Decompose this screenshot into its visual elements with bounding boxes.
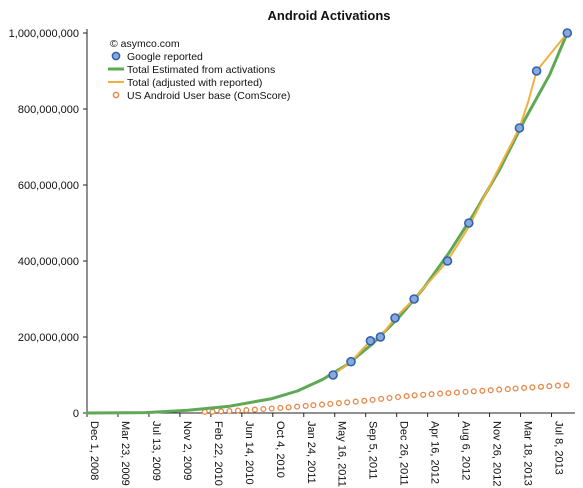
comscore-marker bbox=[251, 406, 258, 413]
comscore-marker bbox=[546, 383, 553, 390]
comscore-marker bbox=[234, 407, 242, 414]
legend-label: Google reported bbox=[127, 51, 203, 63]
y-tick-label: 400,000,000 bbox=[18, 256, 79, 268]
comscore-marker bbox=[437, 390, 444, 397]
comscore-marker bbox=[318, 401, 326, 408]
comscore-marker bbox=[369, 396, 376, 403]
comscore-marker bbox=[218, 408, 225, 415]
comscore-marker bbox=[394, 393, 402, 401]
google-reported-marker bbox=[531, 66, 542, 76]
legend-label: Total (adjusted with reported) bbox=[127, 77, 262, 89]
comscore-marker bbox=[496, 386, 503, 393]
comscore-marker bbox=[537, 383, 545, 390]
comscore-marker bbox=[487, 387, 494, 394]
comscore-marker bbox=[302, 402, 309, 409]
comscore-marker bbox=[428, 391, 435, 398]
comscore-marker bbox=[445, 390, 452, 397]
x-tick-label: Jul 8, 2013 bbox=[552, 421, 564, 475]
y-tick-label: 1,000,000,000 bbox=[9, 28, 79, 40]
y-tick-label: 200,000,000 bbox=[18, 332, 79, 344]
comscore-marker bbox=[243, 407, 250, 414]
axes: 0 200,000,000 400,000,000 600,000,000 800,00… bbox=[9, 28, 575, 487]
series-layer bbox=[85, 28, 573, 415]
comscore-marker bbox=[327, 400, 334, 407]
x-tick-label: Feb 22, 2010 bbox=[212, 421, 224, 486]
comscore-marker bbox=[554, 382, 561, 389]
comscore-marker bbox=[411, 392, 418, 399]
google-reported-marker bbox=[463, 218, 474, 228]
comscore-marker bbox=[470, 388, 477, 395]
comscore-marker bbox=[521, 384, 528, 391]
comscore-marker bbox=[277, 404, 284, 411]
legend-swatch bbox=[112, 91, 120, 99]
comscore-marker bbox=[361, 397, 368, 404]
comscore-marker bbox=[462, 388, 469, 395]
comscore-marker bbox=[285, 404, 292, 411]
legend-label: Total Estimated from activations bbox=[127, 64, 275, 76]
x-tick-label: May 16, 2011 bbox=[336, 421, 348, 487]
y-tick-label: 600,000,000 bbox=[18, 180, 79, 192]
comscore-marker bbox=[226, 407, 233, 415]
x-tick-label: Mar 18, 2013 bbox=[522, 421, 534, 486]
google-reported-marker bbox=[409, 294, 419, 304]
x-tick-label: Jul 13, 2009 bbox=[150, 421, 162, 481]
comscore-marker bbox=[344, 399, 351, 406]
comscore-marker bbox=[453, 389, 460, 396]
google-reported-marker bbox=[514, 123, 525, 133]
x-tick-label: Oct 4, 2010 bbox=[274, 421, 286, 478]
x-tick-label: Nov 2, 2009 bbox=[181, 421, 193, 480]
x-tick-label: Dec 26, 2011 bbox=[398, 421, 410, 486]
google-reported-marker bbox=[442, 256, 453, 266]
copyright-annotation: © asymco.com bbox=[110, 38, 180, 50]
legend-swatch bbox=[111, 51, 121, 61]
comscore-marker bbox=[563, 382, 570, 389]
comscore-marker bbox=[260, 405, 267, 413]
google-reported-marker bbox=[562, 28, 573, 38]
comscore-marker bbox=[512, 385, 519, 392]
x-tick-label: Apr 16, 2012 bbox=[429, 421, 441, 484]
y-tick-label: 800,000,000 bbox=[18, 104, 79, 116]
comscore-marker bbox=[420, 391, 427, 398]
x-tick-label: Mar 23, 2009 bbox=[119, 421, 131, 486]
comscore-marker bbox=[310, 402, 317, 409]
google-reported-marker bbox=[390, 313, 400, 323]
comscore-marker bbox=[378, 395, 385, 402]
adjusted-total-line bbox=[332, 32, 569, 376]
comscore-marker bbox=[403, 393, 410, 400]
comscore-marker bbox=[335, 400, 342, 407]
google-reported-marker bbox=[346, 356, 356, 367]
x-tick-label: Aug 6, 2012 bbox=[460, 421, 472, 480]
comscore-marker bbox=[479, 387, 486, 394]
google-reported-marker bbox=[328, 370, 338, 380]
legend-label: US Android User base (ComScore) bbox=[127, 90, 290, 102]
chart-title: Android Activations bbox=[267, 8, 390, 23]
x-tick-label: Jun 14, 2010 bbox=[243, 421, 255, 485]
x-tick-label: Sep 5, 2011 bbox=[367, 421, 379, 480]
comscore-marker bbox=[209, 408, 216, 415]
comscore-marker bbox=[529, 384, 536, 391]
comscore-marker bbox=[386, 394, 393, 402]
comscore-marker bbox=[352, 398, 359, 405]
x-tick-label: Nov 26, 2012 bbox=[491, 421, 503, 486]
comscore-marker bbox=[268, 405, 275, 412]
y-tick-label: 0 bbox=[73, 408, 79, 420]
x-tick-label: Jan 24, 2011 bbox=[305, 421, 317, 484]
comscore-marker bbox=[294, 403, 301, 410]
google-reported-marker bbox=[375, 332, 386, 342]
x-tick-label: Dec 1, 2008 bbox=[88, 421, 100, 480]
google-reported-marker bbox=[365, 335, 376, 346]
comscore-marker bbox=[504, 386, 511, 393]
